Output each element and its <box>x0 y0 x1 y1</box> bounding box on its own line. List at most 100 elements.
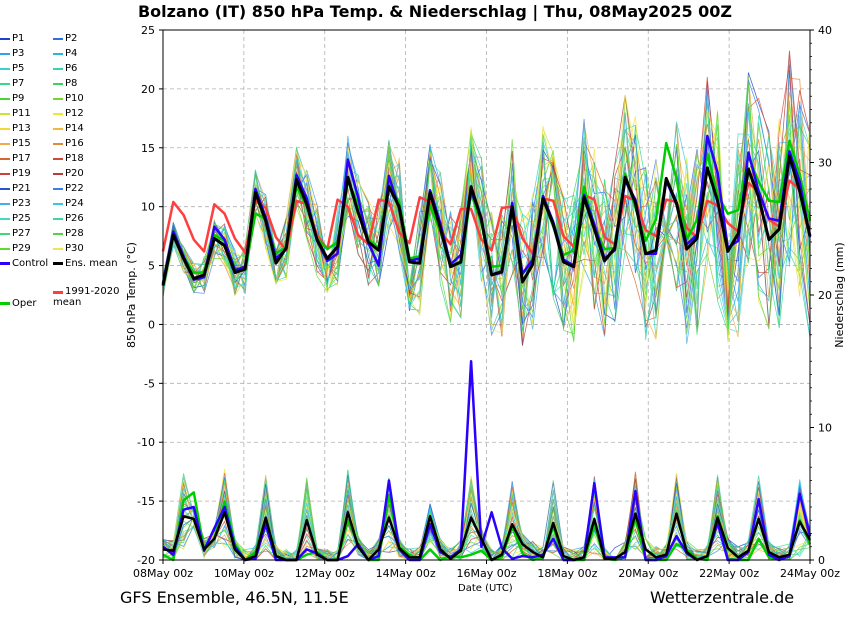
x-tick-label: 08May 00z <box>133 567 193 580</box>
legend-swatch <box>53 127 63 130</box>
y2-tick-label: 0 <box>818 554 825 567</box>
legend-item-p1: P1 <box>0 33 24 45</box>
legend-item-p24: P24 <box>53 198 84 210</box>
series-line-ens-mean-precip <box>162 511 812 562</box>
legend-swatch <box>53 97 63 100</box>
legend-label: P23 <box>12 198 31 209</box>
legend-swatch <box>53 187 63 190</box>
legend-label: P2 <box>65 33 78 44</box>
legend-label: P27 <box>12 228 31 239</box>
x-tick-label: 14May 00z <box>376 567 436 580</box>
legend-item-p7: P7 <box>0 78 24 90</box>
x-tick-label: 20May 00z <box>618 567 678 580</box>
y-tick-label: 15 <box>141 142 155 155</box>
legend-label: P7 <box>12 78 25 89</box>
x-tick-label: 18May 00z <box>537 567 597 580</box>
legend-label: P18 <box>65 153 84 164</box>
member-precip-line <box>162 469 811 562</box>
legend-label: P4 <box>65 48 78 59</box>
y-axis-label: 850 hPa Temp. (°C) <box>125 242 138 348</box>
y-tick-label: -5 <box>144 377 155 390</box>
legend-item-p21: P21 <box>0 183 31 195</box>
legend-item-p26: P26 <box>53 213 84 225</box>
member-temp-line <box>162 79 811 337</box>
x-tick-label: 22May 00z <box>699 567 759 580</box>
legend-label: P9 <box>12 93 25 104</box>
y2-tick-label: 10 <box>818 422 832 435</box>
legend-label: P28 <box>65 228 84 239</box>
legend-label: P25 <box>12 213 31 224</box>
legend-item-p19: P19 <box>0 168 31 180</box>
x-tick-label: 24May 00z <box>780 567 840 580</box>
legend-swatch <box>0 187 10 190</box>
legend-label: P11 <box>12 108 31 119</box>
legend-item-p18: P18 <box>53 153 84 165</box>
legend-swatch <box>53 112 63 115</box>
legend-swatch <box>53 82 63 85</box>
highlighted-series-lines <box>161 134 812 562</box>
footer-site-name: Wetterzentrale.de <box>650 588 795 607</box>
legend-label: P29 <box>12 243 31 254</box>
legend-swatch <box>0 127 10 130</box>
legend-swatch <box>0 112 10 115</box>
chart-title: Bolzano (IT) 850 hPa Temp. & Niederschla… <box>137 2 733 21</box>
legend-swatch <box>53 290 63 294</box>
legend-label: P3 <box>12 48 25 59</box>
legend-swatch <box>53 202 63 205</box>
y-tick-label: 5 <box>148 260 155 273</box>
legend-item-p9: P9 <box>0 93 24 105</box>
legend-item-control: Control <box>0 258 48 270</box>
legend-label: P14 <box>65 123 84 134</box>
legend-label: P30 <box>65 243 84 254</box>
legend-label: P10 <box>65 93 84 104</box>
legend-item-p15: P15 <box>0 138 31 150</box>
y2-axis-label: Niederschlag (mm) <box>833 242 846 347</box>
y-tick-label: 0 <box>148 318 155 331</box>
legend-item-p28: P28 <box>53 228 84 240</box>
legend-item-p11: P11 <box>0 108 31 120</box>
member-temp-line <box>162 94 811 343</box>
legend-swatch <box>0 157 10 160</box>
legend-swatch <box>0 232 10 235</box>
legend-item-p17: P17 <box>0 153 31 165</box>
legend-label: P24 <box>65 198 84 209</box>
legend-swatch <box>0 142 10 145</box>
y-tick-label: -10 <box>137 436 155 449</box>
legend-swatch <box>0 262 10 265</box>
legend-label: P1 <box>12 33 25 44</box>
legend-item-p30: P30 <box>53 243 84 255</box>
legend-swatch <box>53 262 63 265</box>
y2-tick-label: 30 <box>818 157 832 170</box>
legend-label: P26 <box>65 213 84 224</box>
legend-item-p6: P6 <box>53 63 77 75</box>
legend-label: P16 <box>65 138 84 149</box>
legend-item-p12: P12 <box>53 108 84 120</box>
legend-swatch <box>53 217 63 220</box>
legend-item-p8: P8 <box>53 78 77 90</box>
y2-tick-label: 20 <box>818 289 832 302</box>
legend-swatch <box>53 37 63 40</box>
member-precip-line <box>162 476 811 561</box>
legend-swatch <box>53 157 63 160</box>
x-tick-label: 12May 00z <box>295 567 355 580</box>
legend-item-p3: P3 <box>0 48 24 60</box>
legend-swatch <box>0 67 10 70</box>
legend-swatch <box>53 67 63 70</box>
legend-swatch <box>53 142 63 145</box>
legend-swatch <box>0 247 10 250</box>
legend-item-p14: P14 <box>53 123 84 135</box>
legend-label: P8 <box>65 78 78 89</box>
legend-swatch <box>53 172 63 175</box>
legend-item-p2: P2 <box>53 33 77 45</box>
legend-label: P17 <box>12 153 31 164</box>
legend-label: P6 <box>65 63 78 74</box>
legend-swatch <box>0 97 10 100</box>
legend-label: P22 <box>65 183 84 194</box>
legend-item-p4: P4 <box>53 48 77 60</box>
y-tick-label: -15 <box>137 495 155 508</box>
legend-label: Control <box>12 258 49 269</box>
y-tick-label: 20 <box>141 83 155 96</box>
y-tick-label: 10 <box>141 201 155 214</box>
legend-label: 1991-2020 mean <box>53 286 120 308</box>
legend-label: P5 <box>12 63 25 74</box>
